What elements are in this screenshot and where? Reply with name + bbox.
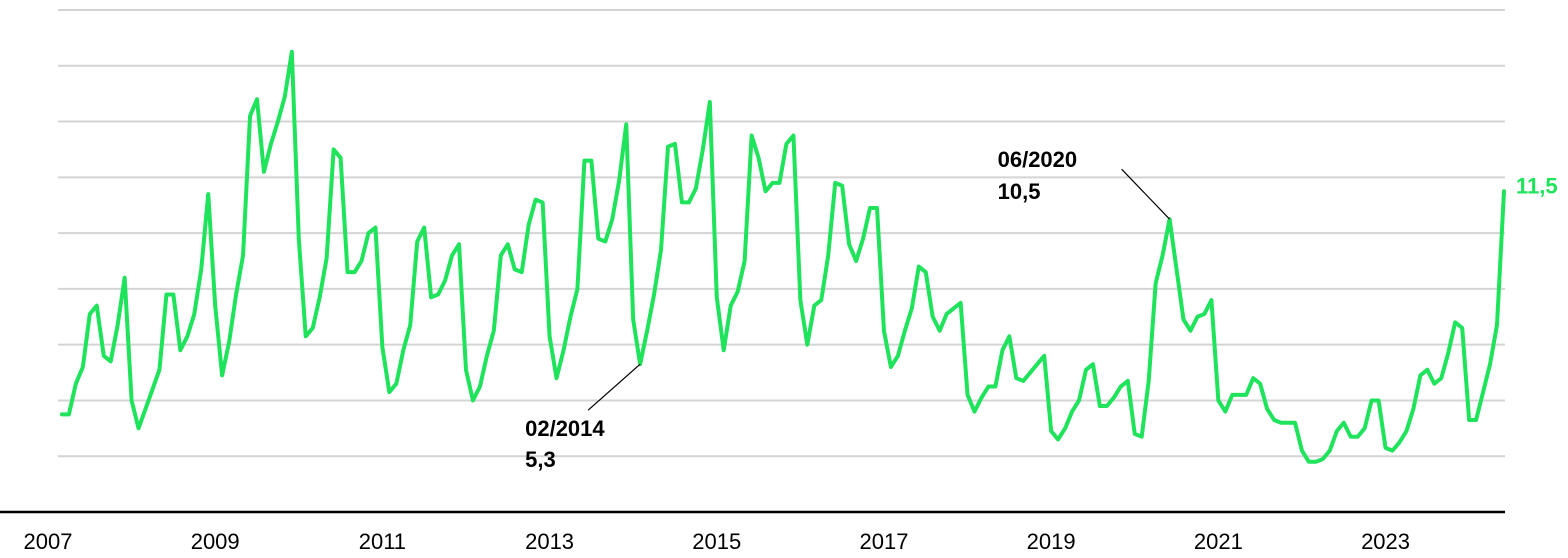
x-tick-label: 2009 (191, 529, 240, 554)
x-tick-label: 2023 (1361, 529, 1410, 554)
annotation-date: 06/2020 (998, 147, 1078, 172)
annotation-leader (587, 363, 641, 411)
x-tick-label: 2011 (359, 529, 406, 554)
end-value-label: 11,5 (1516, 173, 1558, 198)
annotation-value: 5,3 (525, 447, 556, 472)
x-tick-label: 2017 (859, 529, 908, 554)
x-tick-label: 2019 (1027, 529, 1076, 554)
annotation-date: 02/2014 (525, 416, 605, 441)
annotation-value: 10,5 (998, 179, 1041, 204)
x-tick-label: 2021 (1194, 529, 1243, 554)
data-line (59, 49, 1506, 464)
annotation-leader (1121, 168, 1171, 220)
x-tick-label: 2013 (525, 529, 574, 554)
x-tick-label: 2015 (692, 529, 741, 554)
x-tick-label: 2007 (24, 529, 73, 554)
